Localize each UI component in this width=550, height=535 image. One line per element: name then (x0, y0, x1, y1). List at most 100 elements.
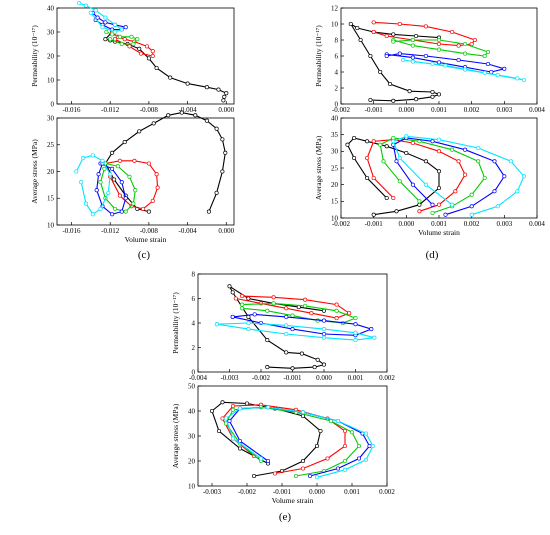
data-point (342, 467, 348, 472)
data-point (334, 302, 339, 307)
panel-2-chart-1: -0.003 -0.002 -0.001 0.000 0.001 0.002 10 20 30 4… (171, 382, 395, 505)
data-point (368, 97, 373, 103)
data-point (146, 56, 151, 61)
data-point (98, 180, 103, 185)
y-axis-label: Average stress (MPa) (30, 139, 39, 204)
x-tick-label: 0.000 (218, 227, 234, 235)
panel-1-chart-0: -0.002 -0.001 0.000 0.001 0.002 0.003 0.004 0 2 4… (314, 4, 545, 114)
data-point (300, 458, 306, 464)
data-point (110, 212, 115, 217)
x-tick-label: 0.001 (344, 488, 360, 496)
data-point (387, 81, 393, 87)
y-tick-label: 4 (335, 68, 339, 76)
data-point (417, 199, 422, 204)
data-point (508, 159, 513, 164)
data-point (378, 69, 383, 75)
data-point (106, 190, 111, 195)
data-point (352, 155, 357, 161)
y-tick-label: 25 (47, 141, 55, 149)
data-point (397, 155, 402, 161)
data-point (430, 210, 435, 216)
data-point (407, 89, 412, 94)
y-axis-label: Permeability (10⁻¹⁷) (171, 292, 180, 354)
data-point (131, 41, 136, 47)
data-point (378, 142, 383, 147)
data-point (237, 446, 243, 451)
y-tick-label: 10 (331, 214, 339, 222)
series-line-0 (104, 112, 226, 213)
data-point (356, 456, 362, 461)
data-point (436, 37, 442, 43)
data-point (144, 44, 150, 49)
data-point (150, 53, 155, 59)
y-tick-label: 40 (47, 4, 55, 12)
data-point (417, 202, 422, 207)
data-point (485, 61, 491, 67)
data-point (463, 147, 468, 152)
data-point (423, 182, 428, 187)
data-point (472, 37, 477, 43)
data-point (363, 457, 369, 462)
series-line-3 (228, 406, 371, 477)
data-point (185, 81, 190, 86)
data-point (300, 466, 306, 471)
data-point (515, 189, 520, 194)
data-point (150, 49, 155, 54)
data-point (430, 202, 435, 207)
x-tick-label: 0.001 (348, 374, 364, 382)
data-point (129, 34, 134, 39)
data-point (193, 113, 198, 118)
x-tick-label: -0.016 (62, 227, 81, 235)
data-point (251, 473, 257, 479)
y-tick-label: 20 (188, 457, 196, 465)
series-line-0 (104, 31, 228, 101)
y-tick-label: 40 (188, 407, 196, 415)
data-point (227, 418, 232, 424)
y-tick-label: 6 (192, 295, 196, 303)
x-tick-label: 0.004 (529, 106, 545, 114)
data-point (353, 338, 358, 343)
data-point (502, 66, 507, 71)
data-point (299, 351, 304, 356)
data-point (110, 32, 115, 37)
data-point (166, 113, 171, 118)
x-tick-label: 0.003 (496, 220, 512, 228)
data-point (237, 406, 243, 411)
data-point (230, 436, 236, 441)
x-tick-label: 0.002 (379, 488, 395, 496)
x-tick-label: 0.002 (379, 374, 395, 382)
series-line-2 (99, 162, 136, 213)
data-point (423, 159, 428, 164)
data-point (371, 29, 376, 35)
x-tick-label: 0.003 (496, 106, 512, 114)
data-point (365, 175, 370, 181)
data-point (312, 365, 317, 370)
data-point (284, 350, 289, 355)
data-point (223, 150, 228, 155)
data-point (463, 51, 468, 56)
data-point (115, 164, 120, 169)
data-point (463, 67, 468, 72)
data-point (363, 431, 369, 436)
data-point (469, 212, 474, 217)
data-point (309, 311, 314, 316)
data-point (220, 169, 225, 174)
data-point (352, 135, 357, 141)
data-point (88, 10, 93, 15)
data-point (321, 331, 327, 337)
data-point (83, 3, 89, 8)
data-point (112, 29, 118, 35)
data-point (303, 297, 308, 302)
data-point (252, 312, 257, 317)
data-point (521, 77, 526, 83)
data-point (436, 137, 442, 142)
data-point (321, 308, 327, 313)
series-line-3 (392, 137, 505, 216)
data-point (502, 174, 507, 179)
data-point (371, 212, 376, 217)
y-tick-label: 12 (331, 4, 339, 12)
data-point (436, 47, 442, 52)
series-line-2 (379, 137, 486, 214)
data-point (98, 206, 103, 211)
